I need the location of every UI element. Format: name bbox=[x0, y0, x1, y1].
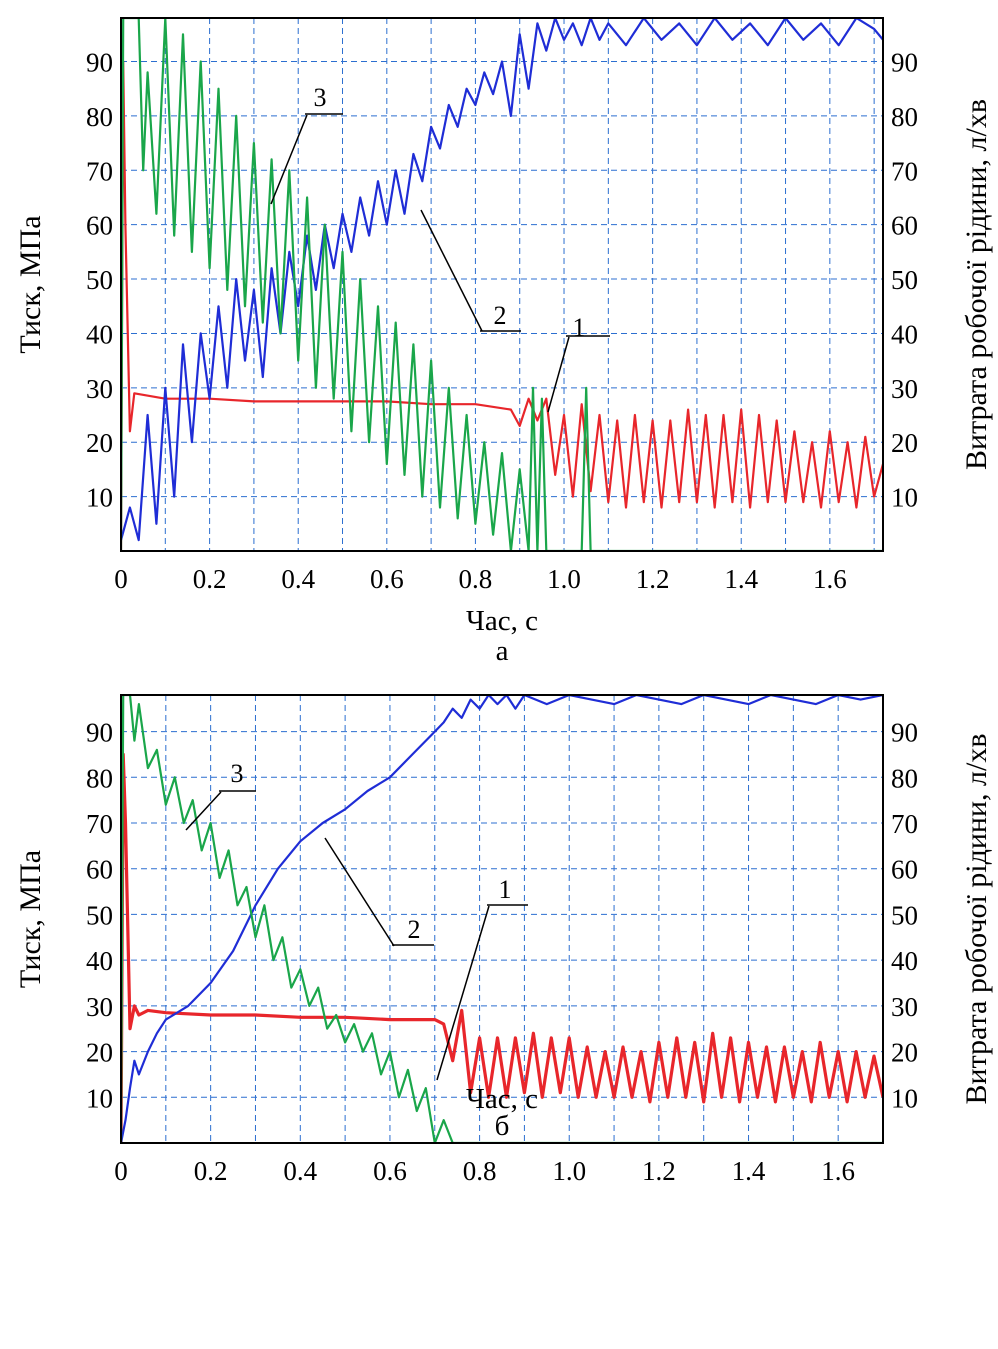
y-tick-label-left: 40 bbox=[86, 319, 113, 349]
series-2-line bbox=[121, 18, 883, 542]
y-tick-label-right: 70 bbox=[891, 156, 918, 186]
annotation-leader bbox=[324, 837, 395, 947]
y-axis-label-right: Витрата робочої рідини, л/хв bbox=[960, 99, 993, 470]
y-axis-label-right: Витрата робочої рідини, л/хв bbox=[960, 733, 993, 1104]
x-tick-label: 0.4 bbox=[281, 564, 315, 594]
y-tick-label-right: 80 bbox=[891, 763, 918, 793]
y-tick-label-left: 60 bbox=[86, 211, 113, 241]
series-1-line bbox=[121, 752, 883, 1143]
y-tick-label-right: 60 bbox=[891, 211, 918, 241]
y-tick-label-left: 80 bbox=[86, 102, 113, 132]
x-tick-label: 0 bbox=[114, 1156, 128, 1186]
x-tick-label: 1.6 bbox=[813, 564, 847, 594]
chart-panel-1: 0 0.2 0.4 0.6 0.8 1.0 1.2 1.4 1.6 10 10 20 20 30 30 40 4… bbox=[14, 17, 993, 667]
x-tick-label: 0.8 bbox=[463, 1156, 497, 1186]
x-tick-label: 1.6 bbox=[821, 1156, 855, 1186]
annotation-leader bbox=[270, 114, 308, 205]
x-tick-label: 1.2 bbox=[642, 1156, 676, 1186]
series-3-line bbox=[121, 695, 883, 1143]
y-tick-label-left: 80 bbox=[86, 763, 113, 793]
series-group bbox=[121, 18, 883, 551]
series-group bbox=[121, 695, 883, 1143]
annotation-leader bbox=[185, 791, 222, 831]
y-tick-label-left: 10 bbox=[86, 1083, 113, 1113]
y-tick-label-left: 40 bbox=[86, 946, 113, 976]
y-tick-label-left: 20 bbox=[86, 428, 113, 458]
y-tick-label-left: 10 bbox=[86, 483, 113, 513]
x-tick-label: 0.6 bbox=[373, 1156, 407, 1186]
y-tick-label-right: 20 bbox=[891, 428, 918, 458]
x-axis-label: Час, с bbox=[466, 605, 538, 637]
y-tick-label-left: 90 bbox=[86, 48, 113, 78]
annotation-label: 1 bbox=[573, 313, 586, 342]
x-tick-label: 1.0 bbox=[547, 564, 581, 594]
y-tick-label-left: 50 bbox=[86, 900, 113, 930]
panel-label: б bbox=[495, 1110, 510, 1142]
y-tick-label-right: 30 bbox=[891, 992, 918, 1022]
y-tick-label-right: 10 bbox=[891, 1083, 918, 1113]
annotation-label: 3 bbox=[314, 83, 327, 112]
series-3-line bbox=[121, 18, 883, 551]
plot-frame bbox=[120, 17, 884, 552]
y-axis-label-left: Тиск, МПа bbox=[14, 850, 47, 988]
y-tick-label-right: 40 bbox=[891, 319, 918, 349]
x-tick-label: 1.4 bbox=[724, 564, 758, 594]
annotation-label: 2 bbox=[408, 915, 421, 944]
plot-frame bbox=[120, 694, 884, 1144]
x-tick-label: 1.0 bbox=[552, 1156, 586, 1186]
y-tick-label-right: 80 bbox=[891, 102, 918, 132]
annotation-leader bbox=[436, 905, 490, 1081]
y-tick-label-left: 30 bbox=[86, 992, 113, 1022]
x-tick-label: 0.2 bbox=[193, 564, 227, 594]
y-tick-label-right: 50 bbox=[891, 900, 918, 930]
x-tick-label: 0.8 bbox=[459, 564, 493, 594]
annotation-leader bbox=[420, 209, 483, 332]
annotation-leader bbox=[547, 336, 570, 413]
annotation-label: 1 bbox=[499, 875, 512, 904]
y-tick-label-right: 90 bbox=[891, 48, 918, 78]
x-axis-label: Час, с bbox=[466, 1083, 538, 1115]
y-tick-label-right: 60 bbox=[891, 855, 918, 885]
y-tick-label-left: 70 bbox=[86, 156, 113, 186]
y-tick-label-left: 50 bbox=[86, 265, 113, 295]
x-tick-label: 0.6 bbox=[370, 564, 404, 594]
y-tick-label-right: 10 bbox=[891, 483, 918, 513]
y-tick-label-right: 90 bbox=[891, 718, 918, 748]
y-tick-label-left: 20 bbox=[86, 1038, 113, 1068]
x-tick-label: 0 bbox=[114, 564, 128, 594]
y-axis-label-left: Тиск, МПа bbox=[14, 215, 47, 353]
x-tick-label: 1.4 bbox=[732, 1156, 766, 1186]
x-tick-label: 0.2 bbox=[194, 1156, 228, 1186]
y-tick-label-left: 60 bbox=[86, 855, 113, 885]
y-tick-label-right: 40 bbox=[891, 946, 918, 976]
x-tick-label: 1.2 bbox=[636, 564, 670, 594]
y-tick-label-left: 90 bbox=[86, 718, 113, 748]
series-2-line bbox=[121, 695, 883, 1143]
y-tick-label-right: 70 bbox=[891, 809, 918, 839]
y-tick-label-left: 30 bbox=[86, 374, 113, 404]
x-tick-label: 0.4 bbox=[283, 1156, 317, 1186]
panel-label: а bbox=[496, 635, 509, 667]
annotation-label: 2 bbox=[494, 301, 507, 330]
y-tick-label-left: 70 bbox=[86, 809, 113, 839]
y-tick-label-right: 30 bbox=[891, 374, 918, 404]
y-tick-label-right: 50 bbox=[891, 265, 918, 295]
annotation-label: 3 bbox=[231, 759, 244, 788]
chart-panel-2: 0 0.2 0.4 0.6 0.8 1.0 1.2 1.4 1.6 10 10 20 20 30 30 40 4… bbox=[14, 694, 993, 1186]
y-tick-label-right: 20 bbox=[891, 1038, 918, 1068]
